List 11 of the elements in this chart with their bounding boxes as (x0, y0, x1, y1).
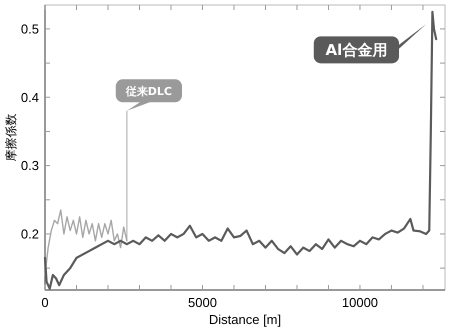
x-tick-label: 0 (41, 295, 49, 310)
x-tick-label: 5000 (188, 295, 217, 310)
y-axis-title: 摩擦係数 (4, 114, 18, 162)
x-tick-label: 10000 (342, 295, 378, 310)
text: Al合金用 (326, 41, 388, 60)
y-tick-label: 0.2 (20, 226, 39, 242)
y-tick-label: 0.3 (20, 158, 39, 174)
text: 従来DLC (124, 84, 172, 98)
x-axis-title: Distance [m] (208, 312, 282, 327)
y-tick-label: 0.5 (20, 21, 39, 36)
y-tick-label: 0.4 (20, 90, 39, 105)
